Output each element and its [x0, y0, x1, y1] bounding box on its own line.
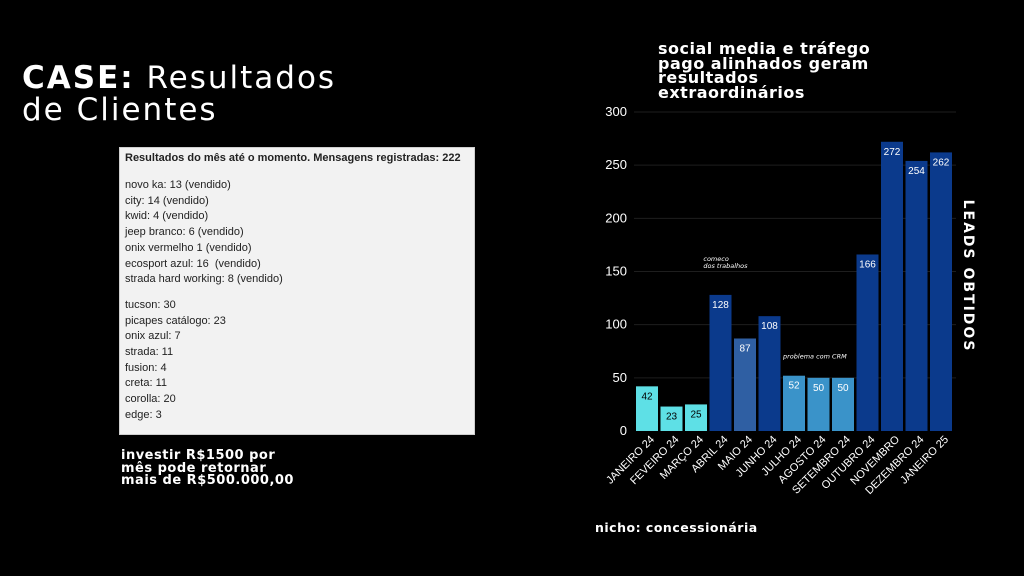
list-item: strada hard working: 8 (vendido)	[125, 273, 283, 286]
data-label: 25	[690, 409, 702, 420]
list-item: onix vermelho 1 (vendido)	[125, 241, 252, 254]
list-item: fusion: 4	[125, 361, 167, 374]
bar	[734, 338, 756, 431]
list-item: tucson: 30	[125, 298, 176, 311]
sold-list: novo ka: 13 (vendido) city: 14 (vendido)…	[125, 178, 469, 288]
invest-line: mais de R$500.000,00	[121, 473, 294, 488]
list-item: picapes catálogo: 23	[125, 314, 226, 327]
annotation: comeco	[703, 255, 728, 263]
data-label: 23	[666, 412, 678, 423]
list-item: corolla: 20	[125, 393, 176, 406]
bar	[905, 160, 928, 431]
bar	[832, 377, 854, 431]
other-list: tucson: 30 picapes catálogo: 23 onix azu…	[125, 298, 469, 424]
bar	[856, 254, 879, 431]
list-item: edge: 3	[125, 408, 162, 421]
y-tick-label: 200	[605, 210, 627, 225]
results-screenshot: Resultados do mês até o momento. Mensage…	[119, 147, 475, 435]
title-line2: de Clientes	[22, 92, 218, 128]
data-label: 262	[933, 157, 950, 168]
bar	[881, 141, 903, 432]
chart-headline: social media e tráfego pago alinhados ge…	[658, 39, 938, 102]
headline-line: resultados	[658, 68, 759, 87]
y-tick-label: 0	[620, 423, 627, 438]
list-item: creta: 11	[125, 377, 167, 390]
nicho-label: nicho: concessionária	[595, 520, 758, 535]
data-label: 108	[761, 321, 778, 332]
bar	[709, 294, 732, 431]
list-item: novo ka: 13 (vendido)	[125, 179, 231, 191]
invest-line: investir R$1500 por	[121, 448, 276, 463]
annotation: dos trabalhos	[703, 262, 748, 270]
headline-line: social media e tráfego	[658, 39, 871, 58]
y-tick-label: 250	[605, 157, 627, 172]
bar	[685, 404, 707, 431]
data-label: 87	[739, 343, 751, 354]
bar	[636, 386, 658, 431]
bar	[930, 152, 952, 431]
y-tick-label: 300	[605, 104, 627, 119]
y-axis-label-text: LEADS OBTIDOS	[960, 199, 976, 353]
bar	[783, 375, 805, 431]
title-bold: CASE:	[22, 60, 135, 96]
list-item: city: 14 (vendido)	[125, 194, 209, 207]
list-item: onix azul: 7	[125, 330, 181, 343]
headline-line: pago alinhados geram	[658, 53, 869, 73]
list-item: strada: 11	[125, 346, 174, 359]
data-label: 52	[788, 381, 800, 392]
list-item: jeep branco: 6 (vendido)	[125, 226, 244, 239]
y-tick-label: 150	[605, 264, 627, 279]
title-rest: Resultados	[134, 60, 337, 96]
y-tick-label: 50	[613, 370, 627, 385]
data-label: 42	[641, 391, 653, 402]
results-header: Resultados do mês até o momento. Mensage…	[125, 152, 461, 164]
y-tick-label: 100	[605, 317, 627, 332]
data-label: 254	[908, 166, 925, 177]
list-item: ecosport azul: 16 (vendido)	[125, 257, 261, 270]
data-label: 272	[884, 147, 901, 158]
bar	[660, 406, 683, 431]
data-label: 166	[859, 259, 876, 270]
y-axis-label: LEADS OBTIDOS	[956, 200, 980, 353]
page-title: CASE: Resultados de Clientes	[22, 62, 336, 126]
headline-line: extraordinários	[658, 82, 805, 102]
invest-line: mês pode retornar	[121, 460, 267, 476]
bar	[758, 316, 781, 431]
data-label: 50	[837, 383, 849, 394]
data-label: 128	[712, 300, 729, 311]
data-label: 50	[813, 383, 825, 394]
invest-text: investir R$1500 por mês pode retornar ma…	[121, 448, 294, 488]
list-item: kwid: 4 (vendido)	[125, 210, 209, 223]
bar	[807, 377, 830, 431]
annotation: problema com CRM	[782, 353, 847, 361]
